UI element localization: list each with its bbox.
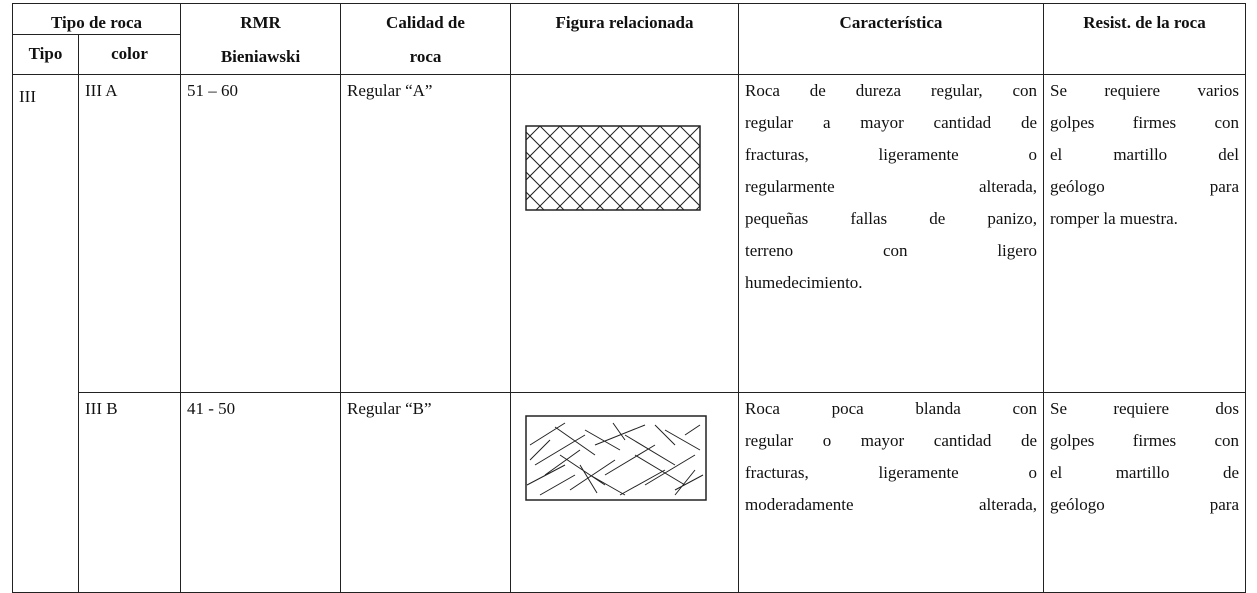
header-cell: Calidad de roca xyxy=(340,3,511,75)
header-text: roca xyxy=(409,47,442,66)
text-line: geólogo para xyxy=(1050,495,1239,514)
header-text: RMR xyxy=(240,13,281,32)
rock-table: Tipo de roca RMR Bieniawski Calidad de roc… xyxy=(12,3,1246,593)
quality-cell: Regular “A” xyxy=(340,74,511,393)
header-cell: Característica xyxy=(738,3,1044,75)
text-line: humedecimiento. xyxy=(745,273,863,292)
text-line: fracturas, ligeramente o xyxy=(745,463,1037,482)
fracture-figure xyxy=(525,415,707,501)
header-text: Bieniawski xyxy=(220,47,301,66)
text-line: Se requiere dos xyxy=(1050,399,1239,418)
rmr-cell: 51 – 60 xyxy=(180,74,341,393)
header-cell: Figura relacionada xyxy=(510,3,739,75)
header-cell: Tipo xyxy=(12,34,79,75)
rmr-cell: 41 - 50 xyxy=(180,392,341,593)
color-cell: III A xyxy=(78,74,181,393)
text-line: el martillo del xyxy=(1050,145,1239,164)
figure-cell xyxy=(510,74,739,393)
figure-cell xyxy=(510,392,739,593)
text-line: golpes firmes con xyxy=(1050,431,1239,450)
text-line: Roca de dureza regular, con xyxy=(745,81,1037,100)
text-line: terreno con ligero xyxy=(745,241,1037,260)
header-cell: RMR Bieniawski xyxy=(180,3,341,75)
text-line: el martillo de xyxy=(1050,463,1239,482)
text-line: Se requiere varios xyxy=(1050,81,1239,100)
text-line: Roca poca blanda con xyxy=(745,399,1037,418)
characteristic-cell: Roca de dureza regular, con regular a ma… xyxy=(738,74,1044,393)
crosshatch-figure xyxy=(525,125,701,211)
type-cell: III xyxy=(12,74,79,593)
text-line: romper la muestra. xyxy=(1050,209,1178,228)
text-line: moderadamente alterada, xyxy=(745,495,1037,514)
header-cell: Tipo de roca xyxy=(12,3,181,35)
characteristic-cell: Roca poca blanda con regular o mayor can… xyxy=(738,392,1044,593)
header-cell: color xyxy=(78,34,181,75)
quality-cell: Regular “B” xyxy=(340,392,511,593)
text-line: geólogo para xyxy=(1050,177,1239,196)
header-cell: Resist. de la roca xyxy=(1043,3,1246,75)
text-line: pequeñas fallas de panizo, xyxy=(745,209,1037,228)
text-line: regularmente alterada, xyxy=(745,177,1037,196)
text-line: golpes firmes con xyxy=(1050,113,1239,132)
text-line: regular o mayor cantidad de xyxy=(745,431,1037,450)
resistance-cell: Se requiere varios golpes firmes con el … xyxy=(1043,74,1246,393)
page: Tipo de roca RMR Bieniawski Calidad de roc… xyxy=(12,3,1246,593)
text-line: regular a mayor cantidad de xyxy=(745,113,1037,132)
header-text: Calidad de xyxy=(386,13,465,32)
resistance-cell: Se requiere dos golpes firmes con el mar… xyxy=(1043,392,1246,593)
color-cell: III B xyxy=(78,392,181,593)
text-line: fracturas, ligeramente o xyxy=(745,145,1037,164)
